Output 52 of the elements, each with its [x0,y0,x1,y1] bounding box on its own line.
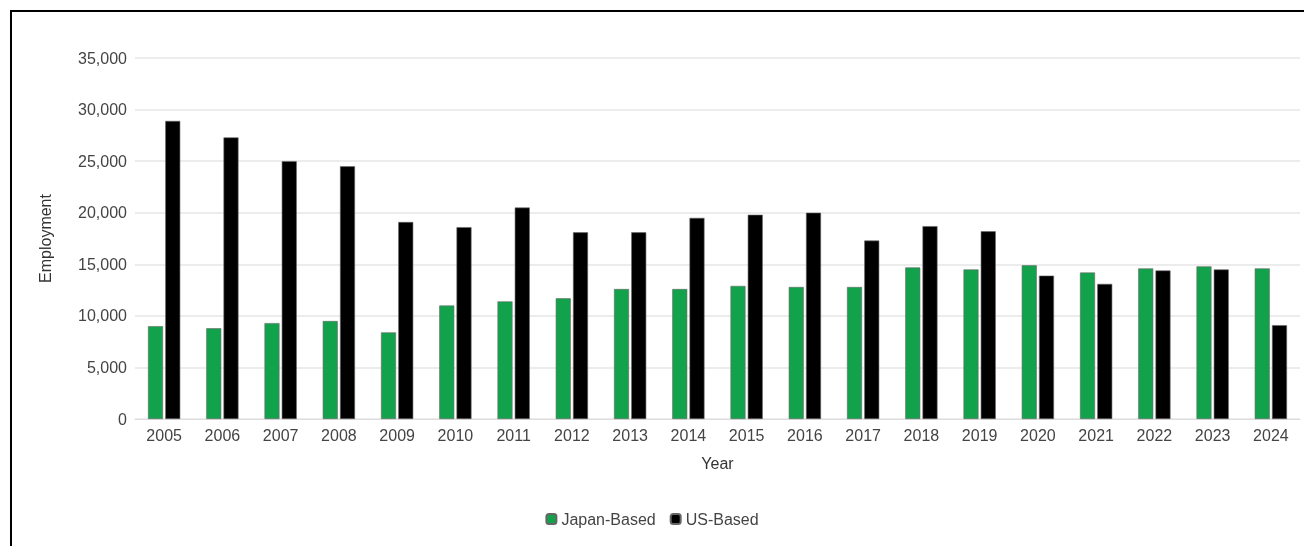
bar [398,222,414,419]
y-tick-label: 10,000 [78,307,128,325]
y-tick-label: 0 [118,410,128,428]
bar [631,232,647,419]
x-tick-label: 2023 [1194,426,1231,444]
bar [1097,283,1113,419]
bar [340,166,355,419]
y-tick-label: 5,000 [86,358,128,376]
x-tick-label: 2009 [379,426,416,444]
y-tick-label: 20,000 [78,204,128,222]
bar [322,321,338,419]
bar [864,240,880,419]
y-tick-label: 25,000 [78,152,128,170]
bar [1039,275,1054,419]
y-tick-label: 15,000 [78,255,128,273]
x-tick-label: 2013 [612,426,649,444]
bar [1254,268,1270,419]
bar [1080,272,1095,419]
y-axis-title: Employment [36,193,54,283]
y-tick-label: 30,000 [78,101,128,119]
x-tick-label: 2020 [1020,426,1056,444]
bar [381,332,396,419]
x-tick-label: 2014 [670,426,707,444]
x-tick-label: 2008 [321,426,357,444]
bar [555,298,571,419]
bar [788,286,804,419]
bar [806,212,821,419]
x-tick-label: 2021 [1078,426,1115,444]
x-tick-label: 2022 [1136,426,1173,444]
x-tick-label: 2017 [845,426,882,444]
bar [614,289,629,419]
x-tick-label: 2016 [787,426,823,444]
x-tick-label: 2024 [1253,426,1289,444]
bar [148,326,163,419]
bar [1021,265,1037,419]
legend-label: US-Based [685,510,759,528]
x-tick-label: 2015 [728,426,765,444]
x-tick-label: 2012 [554,426,590,444]
legend-label: Japan-Based [561,510,656,528]
bar [1272,325,1287,419]
bar [165,120,181,419]
x-tick-label: 2018 [903,426,940,444]
bar [847,286,862,419]
x-tick-label: 2005 [146,426,183,444]
x-tick-label: 2010 [437,426,474,444]
x-tick-label: 2019 [961,426,998,444]
x-axis-title: Year [701,454,735,472]
y-tick-label: 35,000 [78,49,128,67]
x-tick-label: 2006 [204,426,241,444]
x-tick-label: 2011 [496,426,531,444]
bar [573,232,588,419]
x-tick-label: 2007 [262,426,299,444]
